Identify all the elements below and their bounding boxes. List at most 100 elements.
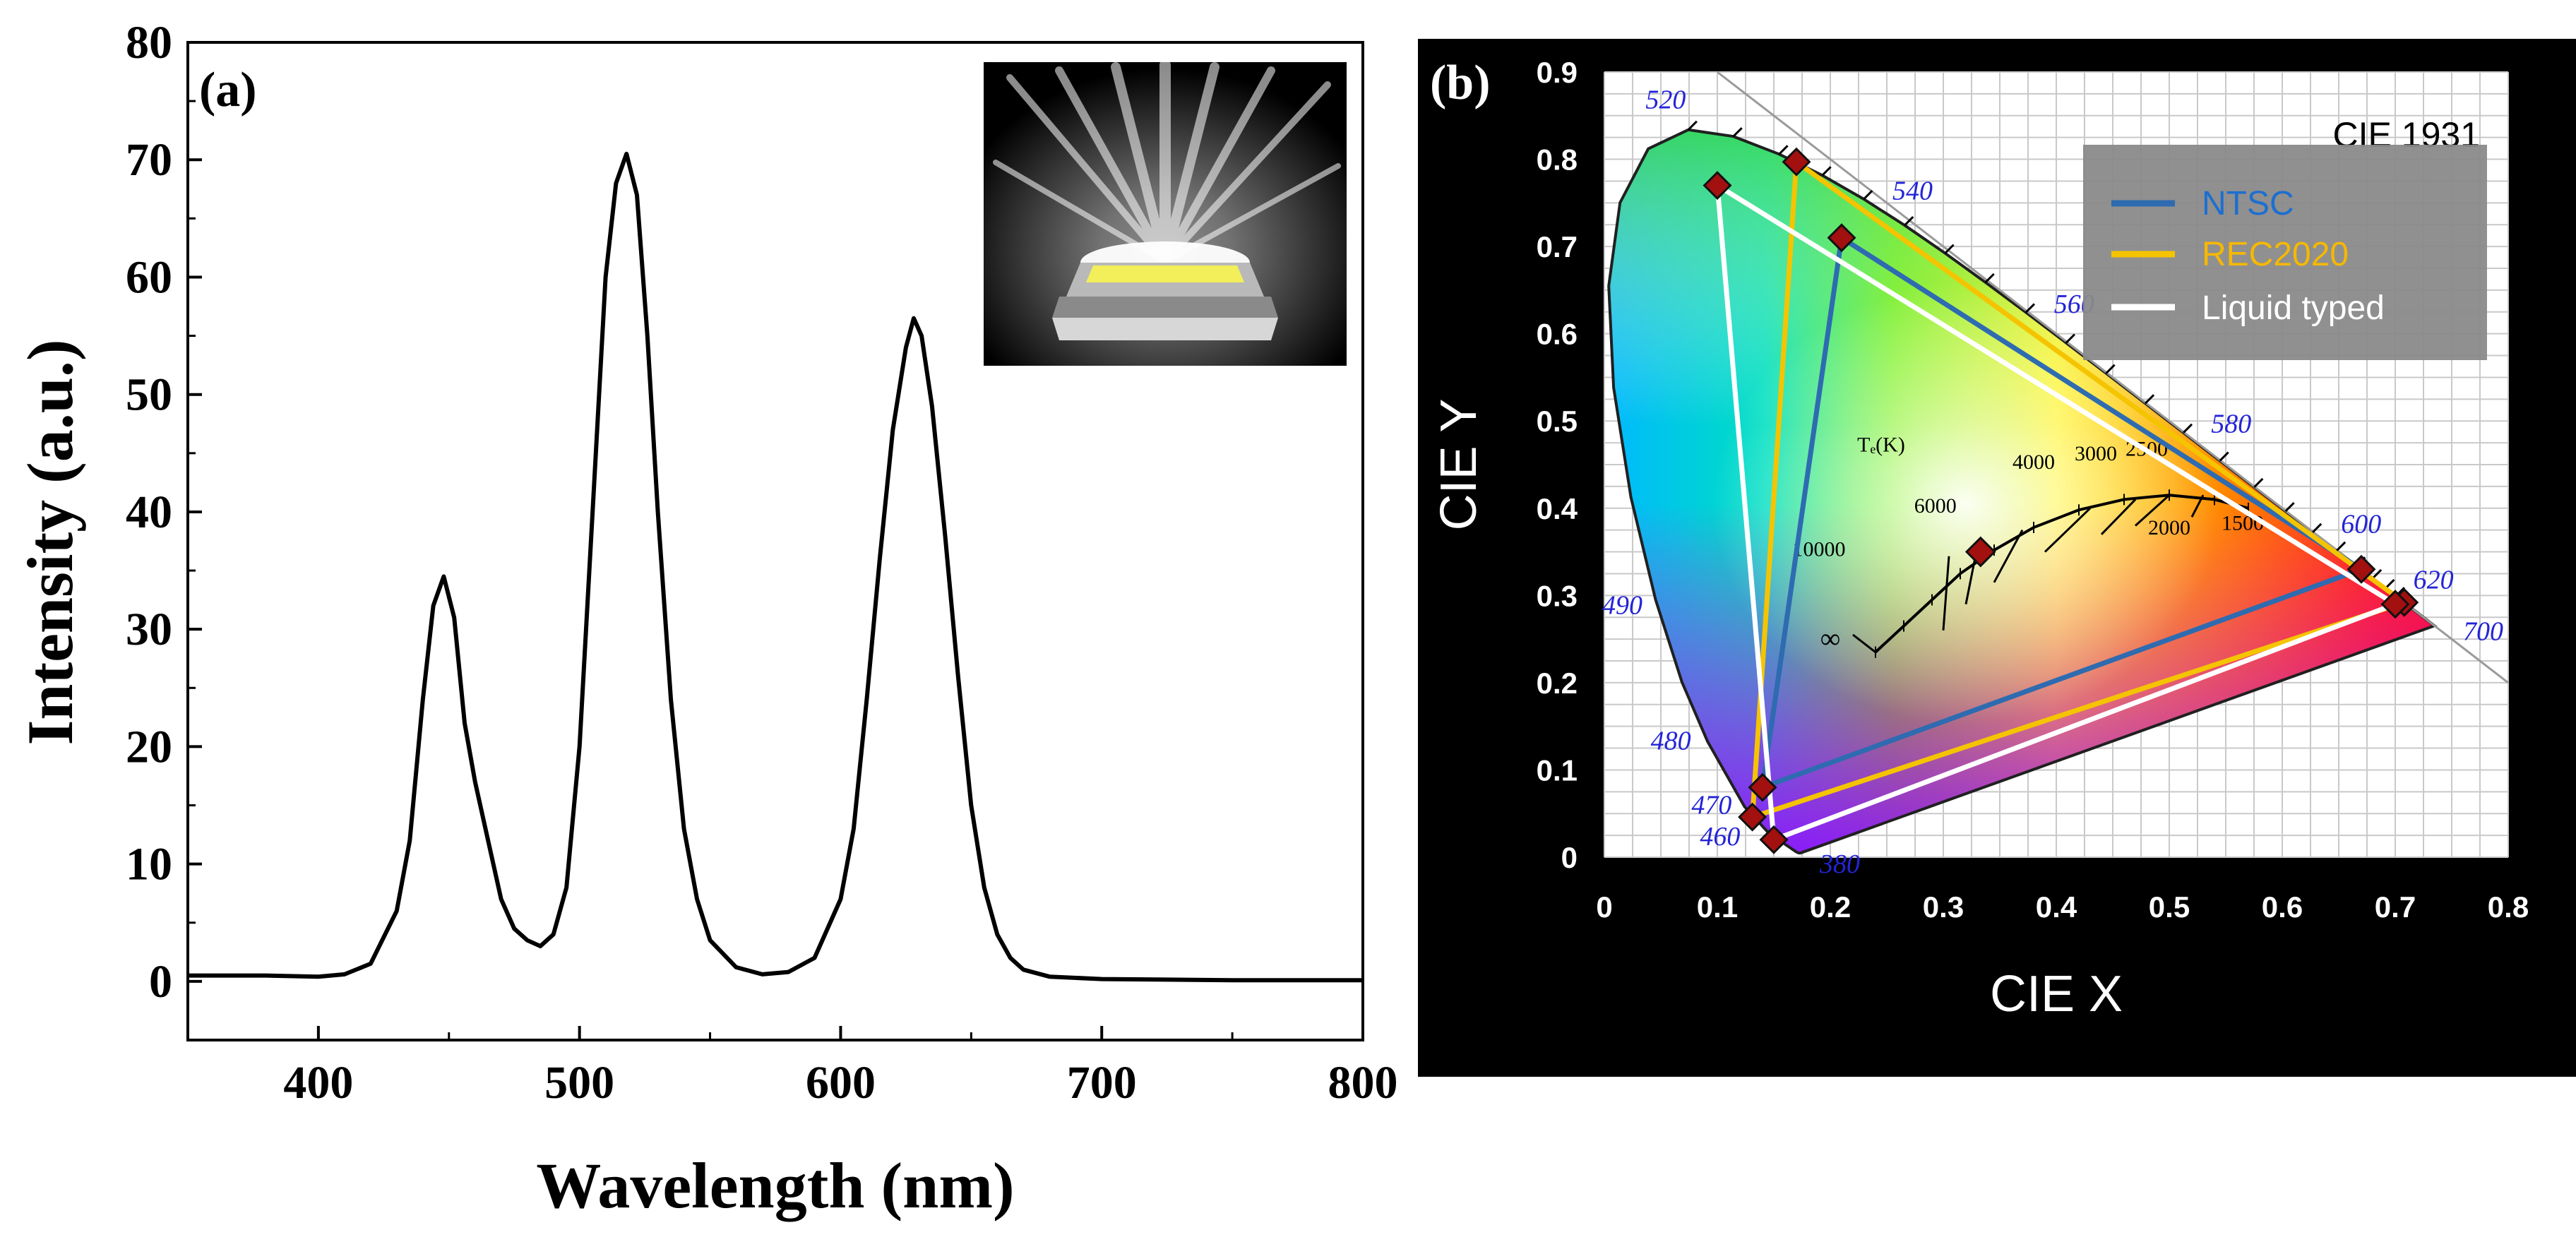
locus-tick [1944,244,1955,254]
locus-label-380: 380 [1819,849,1860,879]
locus-tick [1984,273,1995,283]
cie-x-tick-label: 0.3 [1923,890,1964,924]
locus-tick [2385,579,2395,590]
locus-tick [1863,189,1873,201]
cct-label: ∞ [1820,622,1841,654]
x-tick-label: 700 [1067,1057,1137,1109]
x-tick-label: 600 [806,1057,876,1109]
y-tick-label: 50 [126,369,172,421]
vertex-marker [1703,171,1732,201]
locus-tick [2105,364,2116,374]
vertex-marker [1748,772,1777,802]
cie-y-tick-label: 0.6 [1537,318,1578,351]
cie-x-axis-label: CIE X [1990,966,2123,1022]
panel-a-label: (a) [199,63,257,117]
locus-tick [1687,120,1698,131]
locus-tick [2372,568,2383,580]
cct-isotherm [2044,507,2092,553]
cie-y-tick-labels: 0 0.1 0.2 0.3 0.4 0.5 0.6 0.7 0.8 0.9 [1537,56,1578,874]
cct-isotherm [1942,556,1950,631]
locus-ticks [1687,120,2406,597]
locus-tick [1821,166,1832,177]
white-point-marker [1964,536,1996,568]
y-tick-label: 0 [149,956,172,1008]
locus-label-520: 520 [1645,85,1686,115]
vertex-marker [1827,223,1856,253]
cie-x-tick-label: 0.2 [1810,890,1851,924]
cct-isotherm [2190,494,2205,518]
cct-label: Tₑ(K) [1857,433,1905,456]
series-led-spectrum [188,151,1363,983]
locus-tick [1732,127,1743,138]
locus-tick [2219,451,2229,462]
x-tick-label: 500 [544,1057,614,1109]
cie-y-tick-label: 0.7 [1537,230,1578,263]
cie-y-tick-label: 0.1 [1537,753,1578,787]
locus-tick [2253,477,2264,488]
y-tick-labels: 0 10 20 30 40 50 60 70 80 [126,17,172,1008]
locus-tick [1904,216,1914,227]
cie-x-tick-label: 0.5 [2149,890,2190,924]
vertex-marker [2380,590,2410,619]
x-axis-label: Wavelength (nm) [536,1150,1014,1222]
gamut-ntsc [1760,235,2364,790]
panel-b-label: (b) [1430,56,1491,110]
cct-label: 2000 [2148,516,2190,539]
cie-x-tick-label: 0.7 [2375,890,2416,924]
vertex-marker [2347,554,2376,584]
cie-y-tick-label: 0.4 [1537,492,1578,525]
gamut-vertex-markers [1703,147,2419,854]
y-tick-label: 20 [126,721,172,772]
locus-tick [2312,523,2322,533]
cie-y-axis-label: CIE Y [1431,399,1487,531]
cie-x-tick-label: 0 [1596,890,1612,924]
y-tick-label: 60 [126,251,172,303]
locus-label-540: 540 [1892,176,1933,205]
legend: NTSC REC2020 Liquid typed [2083,145,2487,360]
gamut-liquid-typed [1715,183,2398,842]
cie-x-tick-label: 0.1 [1697,890,1738,924]
gamut-rec2020 [1750,159,2407,820]
locus-tick [1778,145,1789,155]
cct-label: 3000 [2075,442,2117,465]
gamut-triangles [1715,159,2407,842]
locus-tick [2145,394,2155,405]
x-tick-labels: 400 500 600 700 800 [283,1057,1397,1109]
cie-x-tick-label: 0.6 [2262,890,2303,924]
locus-tick [2182,423,2193,434]
y-tick-label: 80 [126,17,172,68]
legend-label-rec2020: REC2020 [2202,236,2349,273]
y-tick-label: 70 [126,134,172,186]
cct-label: 1500 [2222,512,2264,535]
locus-tick [2065,333,2075,344]
cie-x-tick-labels: 0 0.1 0.2 0.3 0.4 0.5 0.6 0.7 0.8 [1596,890,2529,924]
plot-a-frame [186,41,1364,1041]
x-tick-label: 400 [283,1057,353,1109]
cct-isotherm [1852,633,1876,653]
cie-y-tick-label: 0 [1561,841,1578,874]
locus-label-620: 620 [2414,565,2454,595]
cie-y-tick-label: 0.8 [1537,143,1578,177]
led-photo-inset [984,59,1347,366]
locus-label-580: 580 [2211,409,2251,438]
cct-label: 6000 [1914,494,1957,518]
locus-tick [2336,541,2347,551]
cie-y-tick-label: 0.5 [1537,405,1578,438]
cie-y-tick-label: 0.3 [1537,579,1578,612]
plot-a-ticks [186,41,1364,1040]
vertex-marker [1759,825,1789,854]
cct-label: 4000 [2012,450,2055,474]
locus-label-700: 700 [2463,617,2503,647]
y-tick-label: 30 [126,604,172,655]
locus-tick [2284,502,2295,513]
legend-label-liquid-typed: Liquid typed [2202,289,2385,327]
y-axis-label: Intensity (a.u.) [14,339,86,745]
cct-isotherm [2100,498,2137,535]
vertex-marker [1738,802,1767,832]
cie-y-tick-label: 0.9 [1537,56,1578,89]
cie-x-tick-label: 0.8 [2488,890,2529,924]
